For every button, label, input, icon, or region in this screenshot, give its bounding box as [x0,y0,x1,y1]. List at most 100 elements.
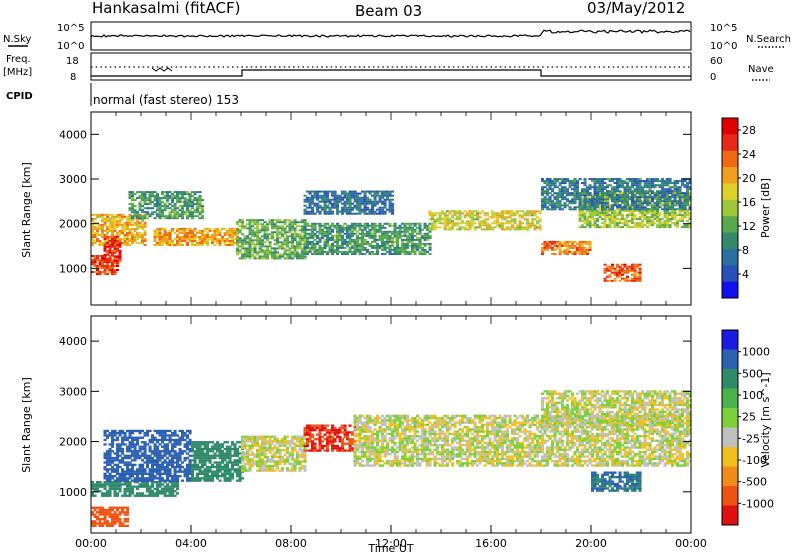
heatmap-cell [343,238,347,241]
heatmap-cell [313,242,317,245]
heatmap-cell [418,230,422,233]
heatmap-cell [606,224,610,227]
heatmap-cell [388,240,392,243]
heatmap-cell [143,434,147,437]
heatmap-cell [138,450,142,453]
heatmap-cell [606,267,610,270]
heatmap-cell [383,230,387,233]
heatmap-cell [181,465,185,469]
heatmap-cell [116,494,120,497]
heatmap-cell [491,222,495,225]
heatmap-cell [256,253,260,256]
heatmap-cell [418,238,422,241]
heatmap-cell [323,192,327,195]
heatmap-cell [166,490,170,493]
heatmap-cell [666,212,670,215]
heatmap-cell [636,224,640,227]
heatmap-cell [631,206,635,208]
heatmap-cell [171,205,175,208]
heatmap-cell [633,216,637,219]
heatmap-cell [141,225,145,228]
heatmap-cell [93,232,97,234]
heatmap-cell [663,196,667,199]
heatmap-cell [658,204,662,206]
heatmap-cell [323,212,327,215]
heatmap-cell [173,209,177,212]
heatmap-cell [106,265,110,267]
heatmap-cell [93,483,97,486]
heatmap-cell [676,208,680,211]
heatmap-cell [666,204,670,207]
heatmap-cell [211,447,215,451]
heatmap-cell [633,267,637,270]
heatmap-cell [201,211,205,214]
heatmap-cell [91,494,95,497]
heatmap-cell [676,180,680,183]
heatmap-cell [638,206,642,209]
heatmap-cell [111,267,115,269]
heatmap-cell [146,461,150,464]
heatmap-cell [268,233,272,236]
heatmap-cell [203,472,207,475]
heatmap-cell [168,450,172,453]
heatmap-cell [106,452,110,455]
heatmap-cell [128,492,132,495]
heatmap-cell [111,235,115,238]
heatmap-cell [576,184,580,187]
heatmap-cell [198,452,202,455]
heatmap-cell [318,210,322,213]
heatmap-cell [133,209,137,212]
heatmap-cell [631,279,635,282]
heatmap-cell [196,199,200,202]
heatmap-cell [121,468,125,471]
heatmap-cell [371,226,375,229]
heatmap-cell [123,475,127,478]
heatmap-cell [308,196,312,199]
heatmap-cell [196,463,200,466]
heatmap-cell [368,242,372,245]
heatmap-cell [378,200,382,203]
heatmap-cell [201,443,205,446]
heatmap-cell [198,191,202,194]
heatmap-cell [666,210,670,213]
heatmap-cell [216,465,220,469]
heatmap-cell [376,192,380,195]
colorbar-tick-label: 4 [742,268,749,281]
heatmap-cell [106,463,110,466]
heatmap-cell [191,229,195,232]
heatmap-cell [181,217,185,220]
heatmap-cell [138,472,142,475]
heatmap-cell [373,234,377,237]
heatmap-cell [308,206,312,209]
heatmap-cell [168,472,172,475]
heatmap-cell [183,238,187,240]
heatmap-cell [113,217,117,220]
heatmap-cell [463,222,467,225]
heatmap-cell [153,191,157,194]
heatmap-cell [121,215,125,218]
heatmap-cell [566,204,570,207]
heatmap-cell [176,443,180,446]
heatmap-cell [576,186,580,189]
heatmap-cell [138,456,142,460]
heatmap-cell [613,196,617,199]
heatmap-cell [656,206,660,209]
heatmap-cell [193,203,197,206]
heatmap-cell [688,222,692,225]
heatmap-cell [323,234,327,237]
heatmap-cell [133,463,137,466]
heatmap-cell [293,229,297,232]
heatmap-cell [526,222,530,225]
heatmap-cell [376,200,380,203]
heatmap-cell [113,237,117,240]
heatmap-cell [638,263,642,266]
heatmap-cell [541,188,545,191]
heatmap-cell [628,214,632,217]
heatmap-cell [608,196,612,199]
heatmap-cell [316,222,320,225]
heatmap-cell [311,246,315,249]
heatmap-cell [573,208,577,211]
heatmap-cell [138,197,142,200]
heatmap-cell [396,234,400,237]
heatmap-cell [326,228,330,231]
